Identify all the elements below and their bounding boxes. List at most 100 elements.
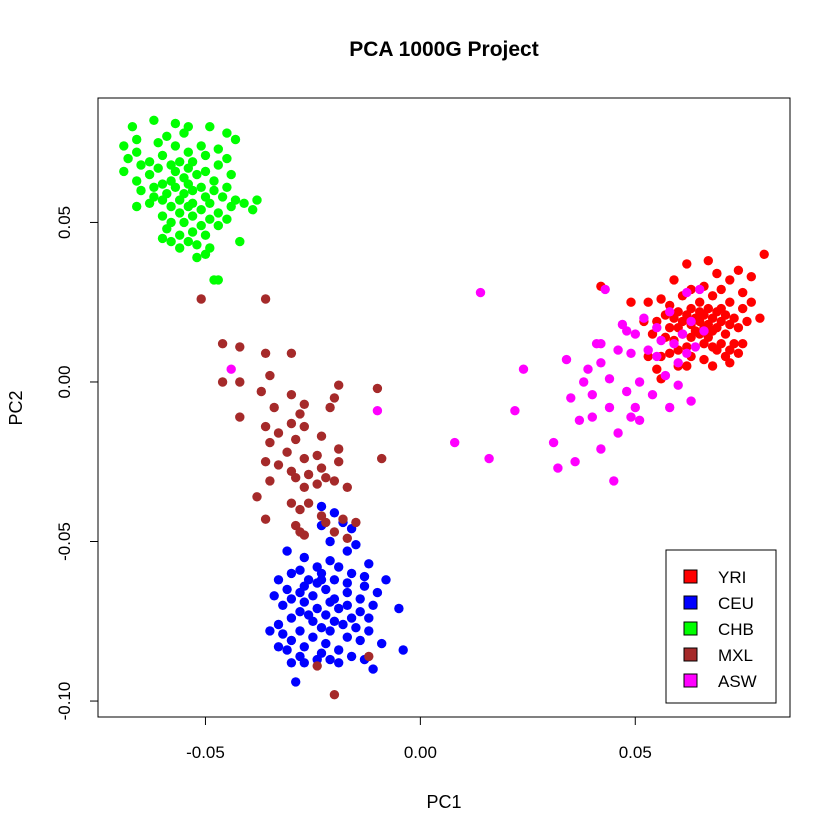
legend: YRI CEU CHB MXL ASW — [665, 549, 777, 704]
y-tick-label: -0.05 — [55, 522, 74, 561]
point-asw — [553, 463, 563, 473]
point-ceu — [299, 597, 309, 607]
point-yri — [699, 354, 709, 365]
point-chb — [170, 182, 181, 192]
point-chb — [222, 214, 232, 224]
point-chb — [213, 160, 223, 170]
point-mxl — [269, 402, 279, 413]
point-ceu — [295, 587, 305, 598]
point-ceu — [269, 591, 279, 601]
point-yri — [733, 348, 744, 358]
point-ceu — [295, 607, 305, 617]
point-mxl — [342, 533, 352, 543]
point-chb — [132, 147, 142, 157]
point-ceu — [321, 584, 331, 595]
point-ceu — [346, 651, 357, 662]
x-tick-label: 0.00 — [404, 743, 437, 762]
point-ceu — [355, 635, 365, 646]
point-yri — [626, 297, 636, 307]
point-ceu — [342, 546, 352, 556]
point-chb — [175, 157, 185, 167]
point-mxl — [329, 393, 340, 403]
point-mxl — [334, 444, 344, 454]
point-ceu — [299, 552, 309, 563]
point-asw — [656, 335, 666, 346]
point-mxl — [325, 402, 335, 413]
point-yri — [755, 313, 765, 323]
point-chb — [226, 169, 236, 180]
point-chb — [239, 198, 249, 208]
point-ceu — [334, 562, 344, 572]
point-asw — [613, 345, 623, 355]
point-chb — [153, 138, 163, 148]
y-tick-label: -0.10 — [55, 682, 74, 721]
point-chb — [235, 236, 245, 247]
point-mxl — [235, 412, 245, 422]
x-tick-label: -0.05 — [186, 743, 225, 762]
point-asw — [699, 326, 709, 336]
point-mxl — [338, 514, 348, 524]
point-mxl — [299, 482, 309, 492]
point-ceu — [265, 626, 275, 636]
point-yri — [759, 249, 769, 259]
point-ceu — [342, 578, 352, 588]
point-mxl — [217, 339, 228, 349]
point-asw — [583, 364, 593, 374]
point-chb — [213, 208, 223, 218]
point-mxl — [286, 390, 297, 400]
point-yri — [720, 329, 731, 339]
point-mxl — [312, 661, 322, 671]
point-ceu — [321, 638, 331, 649]
point-asw — [647, 390, 658, 400]
point-chb — [209, 275, 219, 285]
point-mxl — [364, 651, 374, 662]
point-mxl — [299, 453, 309, 464]
point-chb — [196, 182, 206, 192]
point-ceu — [334, 658, 344, 668]
point-ceu — [308, 591, 318, 601]
point-chb — [175, 195, 185, 205]
point-mxl — [329, 690, 340, 700]
point-asw — [660, 370, 671, 381]
point-chb — [170, 166, 181, 177]
point-yri — [682, 259, 692, 269]
point-ceu — [364, 559, 374, 569]
point-yri — [652, 364, 662, 374]
point-ceu — [282, 645, 292, 655]
point-ceu — [398, 645, 408, 655]
point-asw — [622, 386, 632, 397]
point-asw — [484, 453, 494, 464]
point-mxl — [196, 294, 206, 304]
legend-swatch-asw — [683, 673, 698, 688]
point-ceu — [346, 613, 357, 623]
point-yri — [742, 316, 752, 327]
point-ceu — [372, 587, 383, 598]
point-chb — [205, 214, 215, 224]
point-asw — [574, 415, 585, 425]
point-chb — [200, 249, 211, 259]
point-mxl — [260, 514, 271, 524]
point-yri — [665, 323, 675, 333]
point-asw — [622, 326, 632, 336]
point-asw — [686, 396, 696, 406]
point-chb — [196, 205, 206, 215]
point-yri — [707, 291, 718, 301]
point-ceu — [273, 619, 284, 630]
legend-label-mxl: MXL — [718, 646, 753, 665]
point-chb — [157, 195, 168, 205]
point-chb — [183, 236, 193, 247]
point-mxl — [295, 504, 305, 515]
point-yri — [682, 361, 692, 371]
x-axis: -0.05 0.00 0.05 — [186, 716, 652, 762]
point-mxl — [260, 294, 271, 304]
point-asw — [604, 402, 615, 413]
point-mxl — [291, 473, 301, 483]
point-chb — [200, 166, 211, 177]
point-ceu — [286, 658, 297, 668]
point-asw — [561, 354, 572, 365]
point-ceu — [377, 638, 387, 649]
y-axis: -0.10 -0.05 0.00 0.05 — [55, 206, 99, 721]
point-chb — [162, 224, 172, 234]
point-mxl — [260, 457, 271, 467]
point-chb — [183, 201, 193, 212]
